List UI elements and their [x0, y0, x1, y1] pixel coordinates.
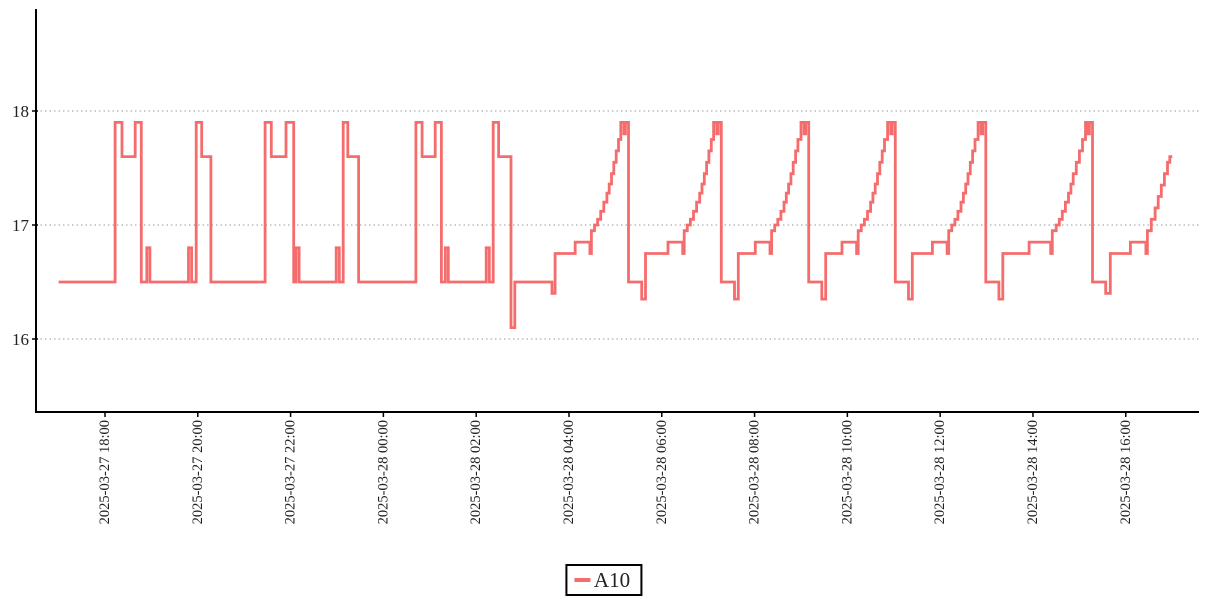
x-tick-label: 2025-03-28 10:00 — [839, 420, 855, 524]
x-tick-label: 2025-03-28 12:00 — [932, 420, 948, 524]
x-tick-label: 2025-03-28 00:00 — [375, 420, 391, 524]
x-tick-label: 2025-03-28 16:00 — [1118, 420, 1134, 524]
x-tick-label: 2025-03-28 14:00 — [1025, 420, 1041, 524]
y-tick-label: 18 — [12, 102, 29, 121]
x-tick-label: 2025-03-28 06:00 — [654, 420, 670, 524]
x-tick-label: 2025-03-27 20:00 — [190, 420, 206, 524]
x-tick-label: 2025-03-28 04:00 — [561, 420, 577, 524]
x-tick-label: 2025-03-28 02:00 — [468, 420, 484, 524]
y-tick-label: 17 — [12, 216, 30, 235]
x-tick-label: 2025-03-27 18:00 — [97, 420, 113, 524]
x-tick-label: 2025-03-27 22:00 — [283, 420, 299, 524]
series-line-A10 — [58, 121, 1173, 329]
legend-line-marker — [573, 578, 590, 582]
x-tick-label: 2025-03-28 08:00 — [747, 420, 763, 524]
y-tick-label: 16 — [12, 330, 29, 349]
legend[interactable]: A10 — [564, 564, 643, 596]
legend-series-label: A10 — [593, 567, 631, 592]
